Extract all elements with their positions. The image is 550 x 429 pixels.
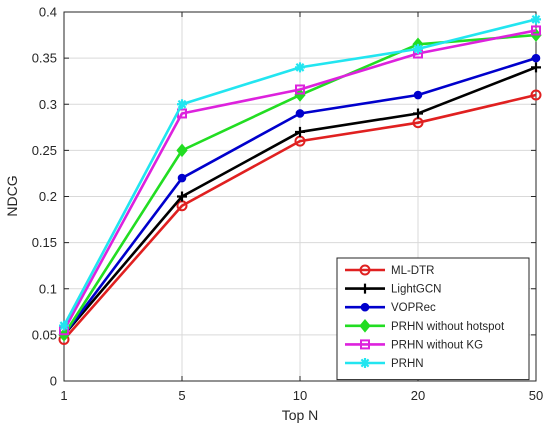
legend-item: LightGCN [345,283,442,296]
y-axis-title: NDCG [4,175,20,216]
data-point [413,108,423,119]
data-point [531,53,541,63]
x-tick-label: 1 [60,388,67,403]
legend-label: ML-DTR [391,265,434,277]
series-prhn [59,14,541,331]
y-tick-label: 0.4 [39,5,57,20]
y-tick-label: 0.3 [39,97,57,112]
data-point [531,62,541,73]
data-point [59,320,69,331]
legend-item: ML-DTR [345,264,434,277]
y-tick-label: 0.2 [39,189,57,204]
x-tick-label: 20 [411,388,425,403]
series-line [62,29,537,331]
legend-marker [360,302,370,312]
legend-label: LightGCN [391,284,442,296]
legend-item: PRHN without KG [345,339,483,351]
data-point [295,62,305,73]
x-tick-label: 10 [293,388,307,403]
x-tick-label: 5 [178,388,185,403]
data-point [177,99,187,110]
legend-label: PRHN [391,358,424,370]
legend-marker [359,264,371,276]
data-point [413,43,423,54]
data-point [530,89,542,101]
data-point [531,14,541,25]
legend: ML-DTR LightGCN VOPRec PRHN without hotspot… [336,257,530,381]
y-tick-label: 0.15 [32,235,57,250]
legend-marker [359,319,371,333]
legend-marker [360,283,370,294]
data-point [177,191,187,202]
data-point [295,126,305,137]
data-point [413,90,423,100]
legend-item: VOPRec [345,302,436,314]
legend-item: PRHN [345,358,424,370]
legend-label: PRHN without hotspot [391,321,505,333]
legend-marker [360,358,370,368]
legend-label: PRHN without KG [391,339,483,351]
x-axis-title: Top N [282,407,319,423]
y-tick-label: 0.1 [39,281,57,296]
legend-item: PRHN without hotspot [345,319,505,333]
axis-ticks: 0 0.05 0.1 0.15 0.2 0.25 0.3 0.35 0.4 1 5 10 20 50 [32,5,544,404]
data-point [295,109,305,118]
data-point [295,84,305,95]
series-line [63,93,537,341]
series-lines [58,14,542,345]
y-tick-label: 0.25 [32,143,57,158]
x-tick-label: 50 [529,388,543,403]
y-tick-label: 0 [50,374,57,389]
legend-marker [360,339,370,350]
data-point [531,25,541,36]
y-tick-label: 0.05 [32,327,57,342]
legend-box [336,257,530,381]
y-tick-label: 0.35 [32,51,57,66]
data-point [176,143,188,158]
data-point [177,173,187,183]
legend-label: VOPRec [391,302,436,314]
series-ml-dtr [58,89,542,345]
